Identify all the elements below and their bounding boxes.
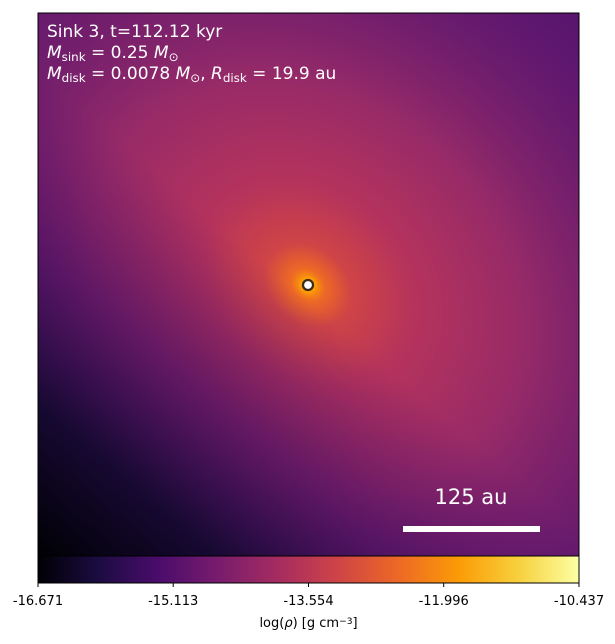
annotation: Sink 3, t=112.12 kyr: [47, 22, 222, 42]
text-part: = 19.9 au: [247, 64, 337, 84]
text-part: = 0.0078: [86, 64, 176, 84]
text-part: ρ: [284, 616, 293, 631]
scale-bar: [403, 526, 540, 532]
text-part: M: [47, 43, 62, 63]
text-part: ]: [352, 616, 357, 631]
density-field: [38, 13, 579, 556]
text-part: disk: [223, 71, 247, 85]
tick-label: -13.554: [283, 594, 333, 609]
text-part: log(: [259, 616, 284, 631]
text-part: −3: [339, 617, 353, 627]
text-part: R: [211, 64, 223, 84]
annotation: Mdisk = 0.0078 M⊙, Rdisk = 19.9 au: [47, 64, 336, 85]
text-part: M: [47, 64, 62, 84]
text-part: ⊙: [190, 71, 200, 85]
text-part: sink: [62, 50, 86, 64]
tick-label: -15.113: [148, 594, 198, 609]
tick-label: -16.671: [13, 594, 63, 609]
text-part: M: [176, 64, 191, 84]
text-part: ⊙: [169, 50, 179, 64]
text-part: M: [154, 43, 169, 63]
colorbar: [37, 555, 580, 584]
tick-label: -10.437: [554, 594, 604, 609]
tick-label: -11.996: [419, 594, 469, 609]
colorbar-label: log(ρ) [g cm−3]: [259, 616, 357, 631]
text-part: disk: [62, 71, 86, 85]
text-part: ,: [200, 64, 211, 84]
text-part: Sink 3, t=112.12 kyr: [47, 22, 222, 42]
text-part: ) [g cm: [293, 616, 339, 631]
scale-bar-label: 125 au: [435, 485, 508, 509]
sink-marker: [301, 278, 315, 292]
colorbar-axis: -16.671 -15.113 -13.554 -11.996 -10.437 log(ρ…: [13, 583, 604, 631]
text-part: = 0.25: [86, 43, 154, 63]
annotation: Msink = 0.25 M⊙: [47, 43, 179, 64]
